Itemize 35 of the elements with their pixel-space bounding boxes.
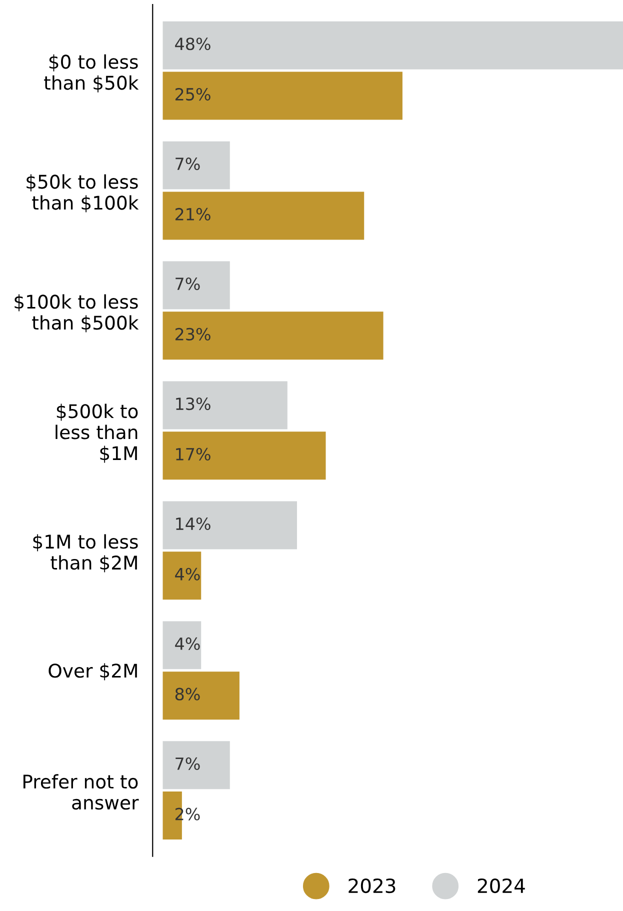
data-label: 7% (176, 158, 200, 170)
data-label: 17% (176, 448, 210, 460)
data-label: 14% (176, 517, 210, 530)
data-label: 7% (176, 757, 200, 770)
bar (162, 261, 230, 310)
data-label: 7% (176, 278, 200, 290)
bar (162, 312, 384, 360)
bar (162, 21, 623, 70)
data-label: 23% (175, 328, 210, 341)
bar (162, 192, 364, 240)
legend-label: 2024 (478, 878, 525, 894)
data-label: 48% (175, 38, 210, 50)
data-label: 4% (175, 637, 200, 650)
y-tick-label: $1M to less than $2M (33, 534, 138, 572)
bar (162, 621, 202, 670)
y-tick-label: Prefer not to answer (23, 774, 139, 810)
y-tick-label: $100k to less than $500k (14, 294, 139, 332)
bar (162, 501, 297, 550)
data-label: 4% (175, 568, 200, 580)
bar (162, 741, 230, 790)
bar (162, 72, 402, 120)
bar (162, 552, 202, 600)
data-label: 21% (175, 208, 210, 221)
y-tick-label: Over $2M (48, 663, 137, 680)
data-label: 25% (175, 88, 210, 101)
y-tick-label: $50k to less than $100k (26, 174, 139, 212)
data-label: 8% (175, 688, 200, 700)
bar (162, 141, 230, 190)
bar (162, 432, 326, 480)
bar (162, 672, 240, 720)
data-label: 13% (176, 397, 210, 410)
legend-label: 2023 (348, 878, 396, 894)
bar (162, 381, 288, 430)
y-tick-label: $0 to less than $50k (44, 54, 139, 92)
y-tick-label: $500k to less than $1M (56, 404, 138, 463)
